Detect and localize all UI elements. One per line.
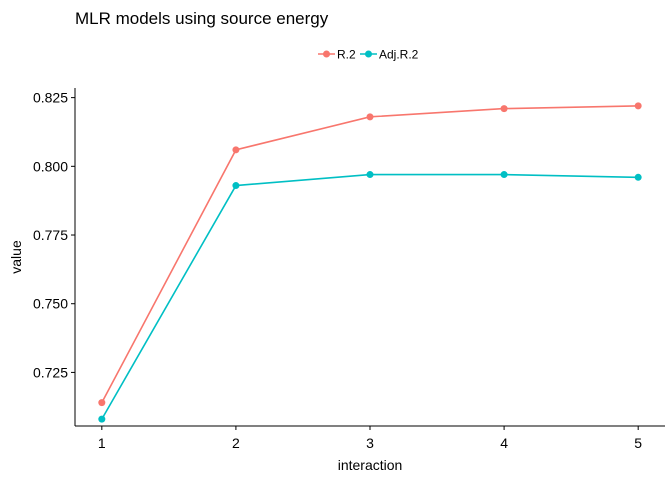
y-tick-label: 0.775 — [33, 227, 68, 243]
legend-key-point — [323, 50, 330, 58]
plot-area — [98, 102, 642, 423]
x-tick-label: 5 — [634, 435, 642, 451]
series-line-1 — [101, 173, 639, 420]
x-tick-label: 2 — [232, 435, 240, 451]
chart-title: MLR models using source energy — [75, 9, 329, 28]
series-line-0 — [101, 105, 639, 404]
data-point — [634, 173, 642, 181]
data-point — [634, 102, 642, 110]
legend-label: Adj.R.2 — [379, 48, 419, 62]
x-tick-label: 3 — [366, 435, 374, 451]
data-point — [366, 171, 374, 179]
y-axis-ticks: 0.725 0.750 0.775 0.800 0.825 — [33, 90, 75, 380]
legend-key-point — [365, 50, 372, 58]
legend: R.2 Adj.R.2 — [318, 48, 419, 62]
data-point — [500, 105, 508, 113]
x-tick-label: 4 — [500, 435, 508, 451]
data-point — [98, 399, 106, 407]
y-tick-label: 0.800 — [33, 158, 68, 174]
x-axis-label: interaction — [338, 457, 403, 473]
y-axis-label: value — [8, 240, 24, 274]
y-tick-label: 0.825 — [33, 90, 68, 106]
y-tick-label: 0.725 — [33, 364, 68, 380]
data-point — [232, 146, 240, 154]
data-point — [366, 113, 374, 121]
data-point — [98, 415, 106, 423]
legend-label: R.2 — [337, 48, 356, 62]
x-axis-ticks: 1 2 3 4 5 — [98, 426, 642, 451]
y-tick-label: 0.750 — [33, 296, 68, 312]
data-point — [500, 171, 508, 179]
x-tick-label: 1 — [98, 435, 106, 451]
data-point — [232, 182, 240, 190]
